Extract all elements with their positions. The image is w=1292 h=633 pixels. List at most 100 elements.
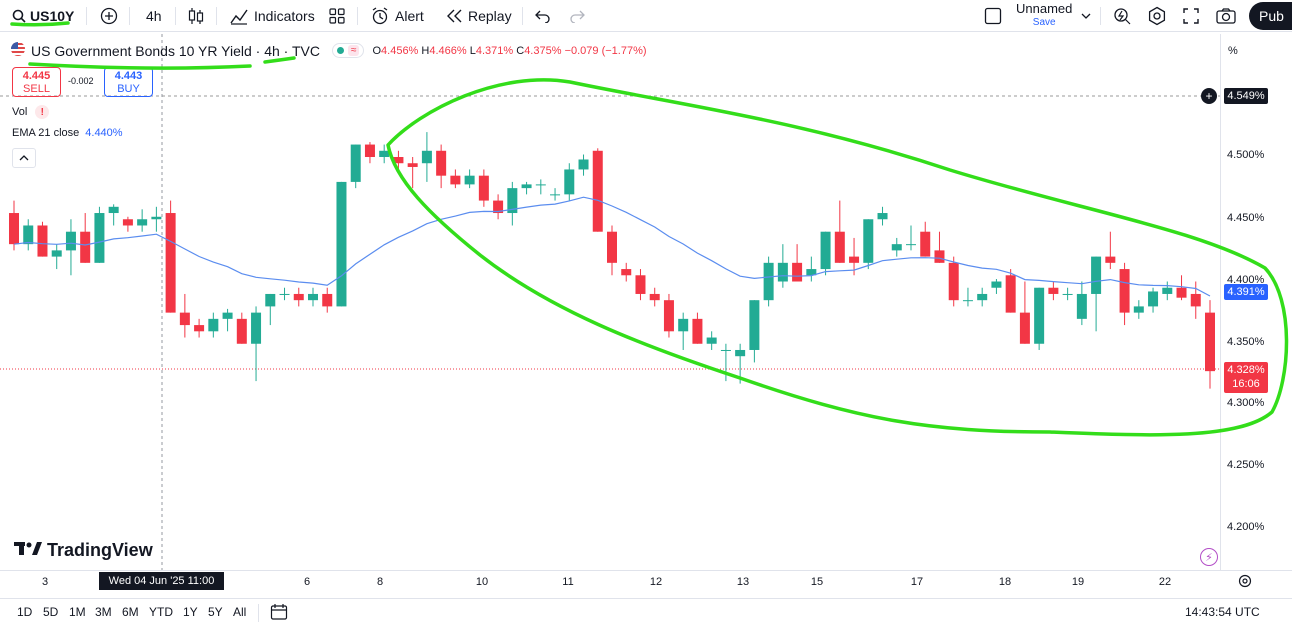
candle-up <box>1148 291 1159 307</box>
candle-up <box>336 181 347 307</box>
candle-down <box>592 150 603 232</box>
spread-value: -0.002 <box>68 76 94 86</box>
time-tick: 13 <box>736 576 750 588</box>
candle-down <box>194 325 205 332</box>
ema-indicator-legend[interactable]: EMA 21 close 4.440% <box>12 127 123 139</box>
indicators-icon <box>230 7 248 25</box>
bar-countdown: 16:06 <box>1232 378 1260 390</box>
candle-up <box>1062 293 1073 295</box>
candle-down <box>621 269 632 276</box>
candle-down <box>1019 312 1030 344</box>
time-tick: 3 <box>41 576 49 588</box>
time-axis[interactable] <box>0 570 1292 593</box>
collapse-legend-button[interactable] <box>12 148 36 168</box>
tradingview-logo[interactable]: TradingView <box>14 540 153 561</box>
range-1d[interactable]: 1D <box>17 605 33 619</box>
time-tick: 6 <box>303 576 311 588</box>
last-price-value: 4.328% <box>1227 364 1265 376</box>
candlestick-chart[interactable] <box>0 34 1220 570</box>
candle-down <box>948 262 959 301</box>
redo-button[interactable] <box>569 0 585 32</box>
undo-icon <box>535 9 551 23</box>
chart-type-button[interactable] <box>188 0 204 32</box>
alert-button[interactable]: Alert <box>371 0 424 32</box>
us-flag-icon <box>10 41 26 60</box>
price-tick: 4.450% <box>1227 212 1265 224</box>
interval-button[interactable]: 4h <box>146 8 162 24</box>
layout-name[interactable]: Unnamed Save <box>1016 0 1072 32</box>
candle-down <box>792 262 803 282</box>
plus-circle-icon <box>100 7 118 25</box>
publish-button[interactable]: Pub <box>1249 2 1292 30</box>
fullscreen-button[interactable] <box>1183 0 1199 32</box>
ema-value: 4.440% <box>85 127 123 139</box>
candle-down <box>293 293 304 301</box>
replay-button[interactable]: Replay <box>446 0 512 32</box>
candle-up <box>308 293 318 301</box>
candle-down <box>1048 287 1059 294</box>
settings-button[interactable] <box>1147 0 1167 32</box>
price-tick: 4.200% <box>1227 521 1265 533</box>
candle-down <box>236 318 247 344</box>
range-5y[interactable]: 5Y <box>208 605 223 619</box>
range-5d[interactable]: 5D <box>43 605 59 619</box>
chart-pane[interactable] <box>0 34 1220 570</box>
candle-up <box>863 219 874 263</box>
chart-legend: US Government Bonds 10 YR Yield · 4h · T… <box>10 41 647 60</box>
symbol-search[interactable]: US10Y <box>12 0 74 32</box>
ohlc-low-key: L <box>469 44 476 57</box>
grid-icon <box>329 8 345 24</box>
divider <box>1100 7 1101 25</box>
axis-settings-button[interactable] <box>1238 574 1252 593</box>
divider <box>175 7 176 25</box>
range-3m[interactable]: 3M <box>95 605 112 619</box>
candle-up <box>564 169 575 195</box>
range-all[interactable]: All <box>233 605 247 619</box>
market-status-badge[interactable]: ≈ <box>331 43 365 58</box>
candle-up <box>151 216 162 220</box>
brand-name: TradingView <box>47 540 153 560</box>
candle-up <box>1162 287 1173 294</box>
templates-button[interactable] <box>329 0 345 32</box>
buy-button[interactable]: 4.443 BUY <box>104 67 153 97</box>
indicators-button[interactable]: Indicators <box>230 0 315 32</box>
search-icon <box>12 9 26 23</box>
range-1m[interactable]: 1M <box>69 605 86 619</box>
undo-button[interactable] <box>535 0 551 32</box>
divider <box>522 7 523 25</box>
add-alert-price-button[interactable]: + <box>1201 88 1217 104</box>
buy-price: 4.443 <box>114 70 143 82</box>
symbol-title[interactable]: US Government Bonds 10 YR Yield · 4h · T… <box>31 42 320 59</box>
candle-down <box>179 312 190 326</box>
tv-logo-icon <box>14 540 42 561</box>
candle-up <box>222 312 233 319</box>
range-6m[interactable]: 6M <box>122 605 139 619</box>
range-ytd[interactable]: YTD <box>149 605 173 619</box>
compare-button[interactable] <box>100 0 118 32</box>
layout-dropdown[interactable] <box>1081 0 1091 32</box>
candle-down <box>1205 312 1215 372</box>
candle-down <box>635 275 646 294</box>
candle-up <box>977 293 988 301</box>
ohlc-low-value: 4.371% <box>475 44 514 57</box>
quick-search-button[interactable] <box>1113 0 1131 32</box>
candle-up <box>891 244 902 251</box>
date-range-button[interactable] <box>270 603 288 626</box>
camera-icon <box>1216 8 1236 24</box>
utc-clock[interactable]: 14:43:54 UTC <box>1185 605 1260 619</box>
range-1y[interactable]: 1Y <box>183 605 198 619</box>
sell-button[interactable]: 4.445 SELL <box>12 67 61 97</box>
snapshot-button[interactable] <box>1216 0 1236 32</box>
redo-icon <box>569 9 585 23</box>
candle-down <box>80 231 91 263</box>
divider <box>258 604 259 622</box>
price-axis[interactable] <box>1220 34 1292 570</box>
volume-indicator-legend[interactable]: Vol ! <box>12 105 50 119</box>
candle-up <box>877 213 888 220</box>
price-axis-unit[interactable]: % <box>1228 45 1238 57</box>
crosshair-time-label: Wed 04 Jun '25 11:00 <box>99 572 224 590</box>
sell-price: 4.445 <box>22 70 51 82</box>
lightning-icon[interactable]: ⚡ <box>1200 548 1218 566</box>
candle-up <box>379 150 390 158</box>
layout-button[interactable] <box>984 0 1002 32</box>
